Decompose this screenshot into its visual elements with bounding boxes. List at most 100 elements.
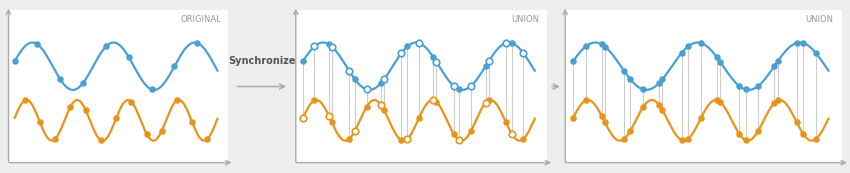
Point [624, 78, 638, 81]
Point [710, 99, 723, 102]
Point [94, 139, 108, 142]
Point [99, 45, 113, 48]
Point [325, 45, 338, 48]
Point [771, 60, 785, 63]
Point [343, 70, 356, 72]
Point [296, 117, 309, 120]
Point [170, 99, 184, 102]
Point [768, 101, 781, 104]
Point [713, 100, 727, 103]
Point [8, 60, 21, 63]
Point [155, 129, 168, 132]
Point [517, 52, 530, 54]
Point [447, 85, 461, 87]
Point [598, 45, 612, 48]
Point [144, 88, 158, 91]
Point [796, 42, 810, 44]
Text: UNION: UNION [805, 15, 833, 24]
Point [790, 42, 803, 44]
Point [637, 88, 650, 91]
Point [325, 121, 338, 124]
Point [18, 99, 31, 102]
Point [482, 60, 496, 63]
Text: Synchronize: Synchronize [228, 56, 296, 66]
Point [595, 115, 609, 117]
Point [675, 52, 688, 54]
Text: UNION: UNION [511, 15, 539, 24]
Point [400, 45, 414, 48]
Point [771, 99, 785, 102]
Point [201, 138, 214, 140]
Point [694, 42, 707, 44]
Point [322, 115, 336, 117]
Point [675, 139, 688, 142]
Point [566, 117, 580, 120]
Point [517, 138, 530, 140]
Point [76, 81, 90, 84]
Point [733, 85, 746, 87]
Point [429, 100, 443, 103]
Point [427, 56, 440, 59]
Point [624, 129, 638, 132]
Point [79, 109, 93, 111]
Point [479, 65, 492, 67]
Point [790, 121, 803, 124]
Point [64, 105, 77, 108]
Point [447, 133, 461, 135]
Point [374, 81, 388, 84]
Point [713, 60, 727, 63]
Point [733, 133, 746, 135]
Point [48, 138, 62, 140]
Point [579, 45, 592, 48]
Point [751, 84, 765, 87]
Point [637, 105, 650, 108]
Point [505, 133, 518, 135]
Point [360, 105, 373, 108]
Point [579, 99, 592, 102]
Point [681, 45, 694, 48]
Point [499, 42, 513, 44]
Point [595, 43, 609, 46]
Point [464, 129, 478, 132]
Point [655, 109, 669, 111]
Point [598, 121, 612, 124]
Point [308, 45, 321, 48]
Point [505, 42, 518, 44]
Point [377, 109, 391, 111]
Point [809, 52, 823, 54]
Point [394, 52, 408, 54]
Point [479, 101, 492, 104]
Point [739, 139, 752, 142]
Point [710, 56, 723, 59]
Point [122, 56, 136, 59]
Point [482, 99, 496, 102]
Point [617, 70, 631, 72]
Point [739, 88, 752, 91]
Point [343, 138, 356, 140]
Point [655, 78, 669, 81]
Point [377, 78, 391, 81]
Point [768, 65, 781, 67]
Point [464, 84, 478, 87]
Point [296, 60, 309, 63]
Point [348, 129, 362, 132]
Point [412, 42, 426, 44]
Point [31, 43, 44, 46]
Point [809, 138, 823, 140]
Point [139, 133, 153, 135]
Point [751, 129, 765, 132]
Text: ORIGINAL: ORIGINAL [180, 15, 221, 24]
Point [653, 104, 666, 107]
Point [167, 65, 181, 67]
Point [185, 121, 199, 124]
Point [190, 42, 204, 44]
Point [499, 121, 513, 124]
Point [110, 117, 123, 120]
Point [681, 138, 694, 140]
Point [566, 60, 580, 63]
Point [694, 117, 707, 120]
Point [125, 100, 139, 103]
Point [54, 78, 67, 81]
Point [374, 104, 388, 107]
Point [796, 133, 810, 135]
